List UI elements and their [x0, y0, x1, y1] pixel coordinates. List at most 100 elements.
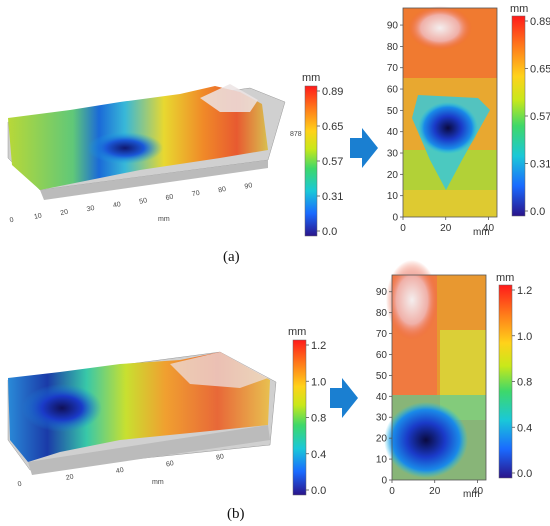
surface-x-tick-label: 70	[191, 190, 200, 198]
map-b-pit	[384, 402, 468, 478]
map-y-tick-label: 30	[387, 149, 399, 160]
map-x-tick-label: 20	[429, 486, 441, 497]
surface-a-x-ticks: 0 10 20 30 40 50 60 70 80 90	[9, 182, 253, 224]
map-b-ticks: 90 80 70 60 50 40 30 20 10 00 20 40	[376, 287, 484, 497]
surface-b-x-unit: mm	[152, 479, 164, 486]
panel-a-label: (a)	[223, 249, 240, 265]
colorbar-2d-b: mm 1.2 1.0 0.8 0.4 0.0	[496, 272, 532, 480]
surface-x-tick-label: 50	[139, 197, 148, 205]
surface-x-tick-label: 40	[115, 467, 124, 475]
map-x-tick-label: 0	[389, 486, 395, 497]
colorbar-2d-a-bar	[511, 15, 526, 217]
surface-x-tick-label: 90	[244, 182, 253, 190]
colorbar-tick-label: 0.0	[322, 226, 337, 238]
map-a-frame	[402, 7, 498, 218]
surface-3d-a: 0 10 20 30 40 50 60 70 80 90 mm 878	[7, 84, 302, 224]
map-y-tick-label: 70	[376, 329, 388, 340]
colorbar-tick-label: 0.57	[530, 111, 550, 123]
surface-a-side-value: 878	[290, 131, 302, 138]
arrow-icon	[350, 128, 378, 168]
map-a-ticks: 90 80 70 60 50 40 30 20 10 00 20 40	[387, 21, 495, 234]
map-2d-b: 90 80 70 60 50 40 30 20 10 00 20 40 mm	[376, 260, 487, 500]
colorbar-tick-label: 0.89	[322, 86, 343, 98]
map-y-tick-label: 90	[376, 287, 388, 298]
map-a-peak	[408, 6, 472, 50]
surface-3d-b: 0 20 40 60 80 mm	[7, 351, 277, 488]
colorbar-tick-label: 0.89	[530, 16, 550, 28]
map-y-tick-label: 10	[376, 455, 388, 466]
surface-x-tick-label: 10	[33, 212, 42, 220]
map-y-tick-label: 30	[376, 413, 388, 424]
surface-x-tick-label: 30	[86, 205, 95, 213]
map-y-tick-label: 70	[387, 63, 399, 74]
colorbar-tick-label: 0.31	[530, 159, 550, 171]
colorbar-tick-label: 0.57	[322, 156, 343, 168]
surface-b-x-ticks: 0 20 40 60 80	[17, 453, 225, 488]
colorbar-tick-label: 0.0	[311, 485, 326, 497]
colorbar-3d-a-bar	[304, 85, 318, 237]
colorbar-2d-a: mm 0.89 0.65 0.57 0.31 0.0	[510, 3, 550, 218]
map-x-tick-label: 40	[472, 486, 484, 497]
colorbar-3d-a-ticks: 0.89 0.65 0.57 0.31 0.0	[317, 86, 343, 238]
surface-b-pit	[22, 384, 102, 432]
colorbar-2d-b-ticks: 1.2 1.0 0.8 0.4 0.0	[512, 285, 532, 480]
map-y-tick-label: 80	[387, 42, 399, 53]
colorbar-3d-a: mm 0.89 0.65 0.57 0.31 0.0	[302, 72, 343, 238]
colorbar-tick-label: 0.65	[322, 121, 343, 133]
colorbar-tick-label: 0.4	[517, 422, 532, 434]
map-a-x-unit: mm	[473, 227, 490, 238]
map-y-tick-label: 40	[376, 392, 388, 403]
surface-x-tick-label: 0	[17, 481, 22, 489]
map-b-x-unit: mm	[463, 489, 480, 500]
colorbar-3d-b-unit: mm	[288, 326, 306, 338]
colorbar-tick-label: 1.2	[311, 340, 326, 352]
map-y-tick-label: 20	[387, 170, 399, 181]
colorbar-3d-b-bar	[292, 339, 307, 496]
surface-x-tick-label: 40	[112, 201, 121, 209]
map-y-tick-label: 60	[376, 350, 388, 361]
colorbar-2d-b-unit: mm	[496, 272, 514, 284]
surface-x-tick-label: 0	[9, 217, 14, 225]
map-b-peak	[386, 260, 438, 340]
map-y-tick-label: 0	[381, 476, 387, 487]
map-y-tick-label: 0	[392, 213, 398, 224]
surface-x-tick-label: 60	[165, 194, 174, 202]
colorbar-tick-label: 0.0	[530, 206, 545, 218]
map-a-pit	[418, 102, 478, 154]
map-a-bottom-band	[403, 190, 497, 217]
surface-x-tick-label: 20	[60, 209, 69, 217]
arrow-icon	[330, 378, 358, 418]
colorbar-tick-label: 1.0	[311, 376, 326, 388]
surface-a-peak	[200, 84, 258, 112]
colorbar-tick-label: 1.2	[517, 285, 532, 297]
surface-x-tick-label: 20	[65, 474, 74, 482]
map-y-tick-label: 50	[387, 106, 399, 117]
map-y-tick-label: 50	[376, 371, 388, 382]
map-y-tick-label: 90	[387, 21, 399, 32]
panel-b: 0 20 40 60 80 mm mm 1.2 1.0 0.8 0.4 0.0 90 80 70 60…	[7, 260, 532, 522]
colorbar-tick-label: 0.0	[517, 468, 532, 480]
surface-x-tick-label: 80	[216, 453, 225, 461]
colorbar-tick-label: 0.65	[530, 64, 550, 76]
map-y-tick-label: 60	[387, 85, 399, 96]
colorbar-3d-b-ticks: 1.2 1.0 0.8 0.4 0.0	[306, 340, 326, 497]
surface-a-front-wall	[40, 160, 268, 200]
colorbar-tick-label: 0.8	[517, 377, 532, 389]
surface-b-peak	[170, 352, 268, 388]
map-y-tick-label: 20	[376, 434, 388, 445]
surface-a-pit	[87, 132, 163, 164]
map-y-tick-label: 40	[387, 127, 399, 138]
map-x-tick-label: 20	[440, 223, 452, 234]
colorbar-2d-b-bar	[498, 284, 513, 479]
surface-a-x-unit: mm	[158, 216, 170, 223]
colorbar-2d-a-ticks: 0.89 0.65 0.57 0.31 0.0	[525, 16, 550, 218]
surface-b-front-wall	[28, 425, 270, 475]
colorbar-2d-a-unit: mm	[510, 3, 528, 15]
colorbar-3d-b: mm 1.2 1.0 0.8 0.4 0.0	[288, 326, 326, 497]
colorbar-tick-label: 0.8	[311, 413, 326, 425]
map-2d-a: 90 80 70 60 50 40 30 20 10 00 20 40 mm	[387, 6, 498, 238]
panel-b-label: (b)	[227, 506, 245, 522]
colorbar-tick-label: 1.0	[517, 331, 532, 343]
colorbar-tick-label: 0.31	[322, 191, 343, 203]
